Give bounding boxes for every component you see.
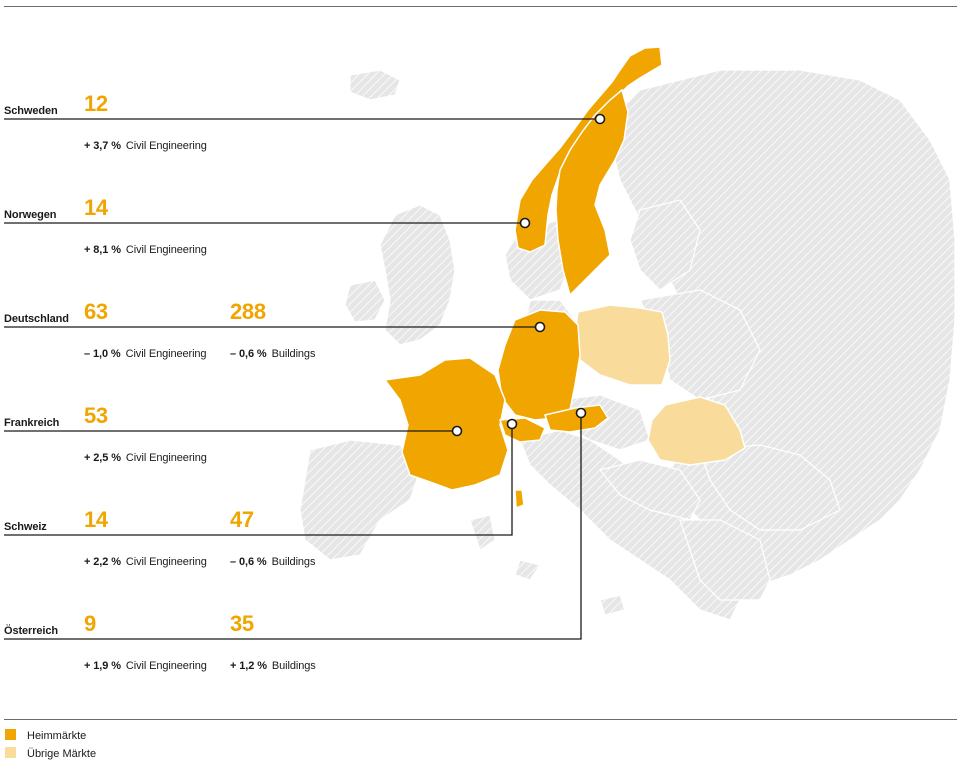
civil-engineering-change: + 1,9 % Civil Engineering [84,660,207,672]
location-marker [534,321,546,333]
other-countries-land [299,69,956,621]
austria-shape [544,404,609,433]
segment-label: Buildings [271,660,316,672]
buildings-change: + 1,2 % Buildings [230,660,316,672]
segment-label: Civil Engineering [125,348,207,360]
country-name: Norwegen [4,209,57,221]
country-name: Schweden [4,105,58,117]
buildings-value: 35 [230,611,254,636]
civil-engineering-value: 9 [84,611,96,636]
change-percent: + 1,9 % [84,660,121,672]
leader-lines [4,113,606,640]
segment-label: Buildings [271,556,316,568]
leader-line [4,413,582,640]
civil-engineering-change: – 1,0 % Civil Engineering [84,348,207,360]
location-marker [575,407,587,419]
change-percent: + 2,2 % [84,556,121,568]
civil-engineering-change: + 2,5 % Civil Engineering [84,452,207,464]
change-percent: – 0,6 % [230,348,267,360]
country-name: Schweiz [4,521,47,533]
legend-item-other: Übrige Märkte [5,747,96,761]
country-row: Schweden 12 + 3,7 % Civil Engineering [0,85,600,165]
change-percent: – 1,0 % [84,348,121,360]
bottom-rule [4,719,957,720]
segment-label: Civil Engineering [125,556,207,568]
buildings-change: – 0,6 % Buildings [230,348,315,360]
segment-label: Civil Engineering [125,140,207,152]
legend-label-home: Heimmärkte [27,730,87,742]
buildings-value: 288 [230,299,266,324]
home-markets [383,46,663,510]
buildings-value: 47 [230,507,254,532]
segment-label: Civil Engineering [125,660,207,672]
country-row: Norwegen 14 + 8,1 % Civil Engineering [0,189,600,269]
change-percent: + 8,1 % [84,244,121,256]
location-marker [451,425,463,437]
corsica-shape [514,489,525,510]
civil-engineering-value: 53 [84,403,108,428]
top-rule [4,6,957,7]
segment-label: Civil Engineering [125,244,207,256]
country-row: Schweiz 14 + 2,2 % Civil Engineering 47 – 0,6… [0,501,600,581]
norway-shape [514,46,663,253]
change-percent: – 0,6 % [230,556,267,568]
country-row: Österreich 9 + 1,9 % Civil Engineering 35 + 1… [0,605,600,685]
civil-engineering-value: 14 [84,507,108,532]
country-row: Frankreich 53 + 2,5 % Civil Engineering [0,397,600,477]
france-shape [383,357,509,491]
change-percent: + 2,5 % [84,452,121,464]
country-name: Deutschland [4,313,69,325]
change-percent: + 1,2 % [230,660,267,672]
location-marker [519,217,531,229]
legend-item-home: Heimmärkte [5,729,86,743]
location-marker [594,113,606,125]
other-markets [574,304,746,466]
civil-engineering-value: 63 [84,299,108,324]
civil-engineering-value: 14 [84,195,108,220]
segment-label: Civil Engineering [125,452,207,464]
country-row: Deutschland 63 – 1,0 % Civil Engineering 288… [0,293,600,373]
civil-engineering-change: + 3,7 % Civil Engineering [84,140,207,152]
leader-line [4,424,513,536]
location-marker [506,418,518,430]
segment-label: Buildings [271,348,316,360]
country-name: Österreich [4,625,59,637]
country-name: Frankreich [4,417,60,429]
legend-label-other: Übrige Märkte [27,748,97,760]
civil-engineering-change: + 8,1 % Civil Engineering [84,244,207,256]
civil-engineering-value: 12 [84,91,108,116]
romania-shape [647,396,746,466]
legend-swatch-home [5,729,16,740]
sweden-shape [555,88,629,297]
civil-engineering-change: + 2,2 % Civil Engineering [84,556,207,568]
change-percent: + 3,7 % [84,140,121,152]
buildings-change: – 0,6 % Buildings [230,556,315,568]
legend-swatch-other [5,747,16,758]
